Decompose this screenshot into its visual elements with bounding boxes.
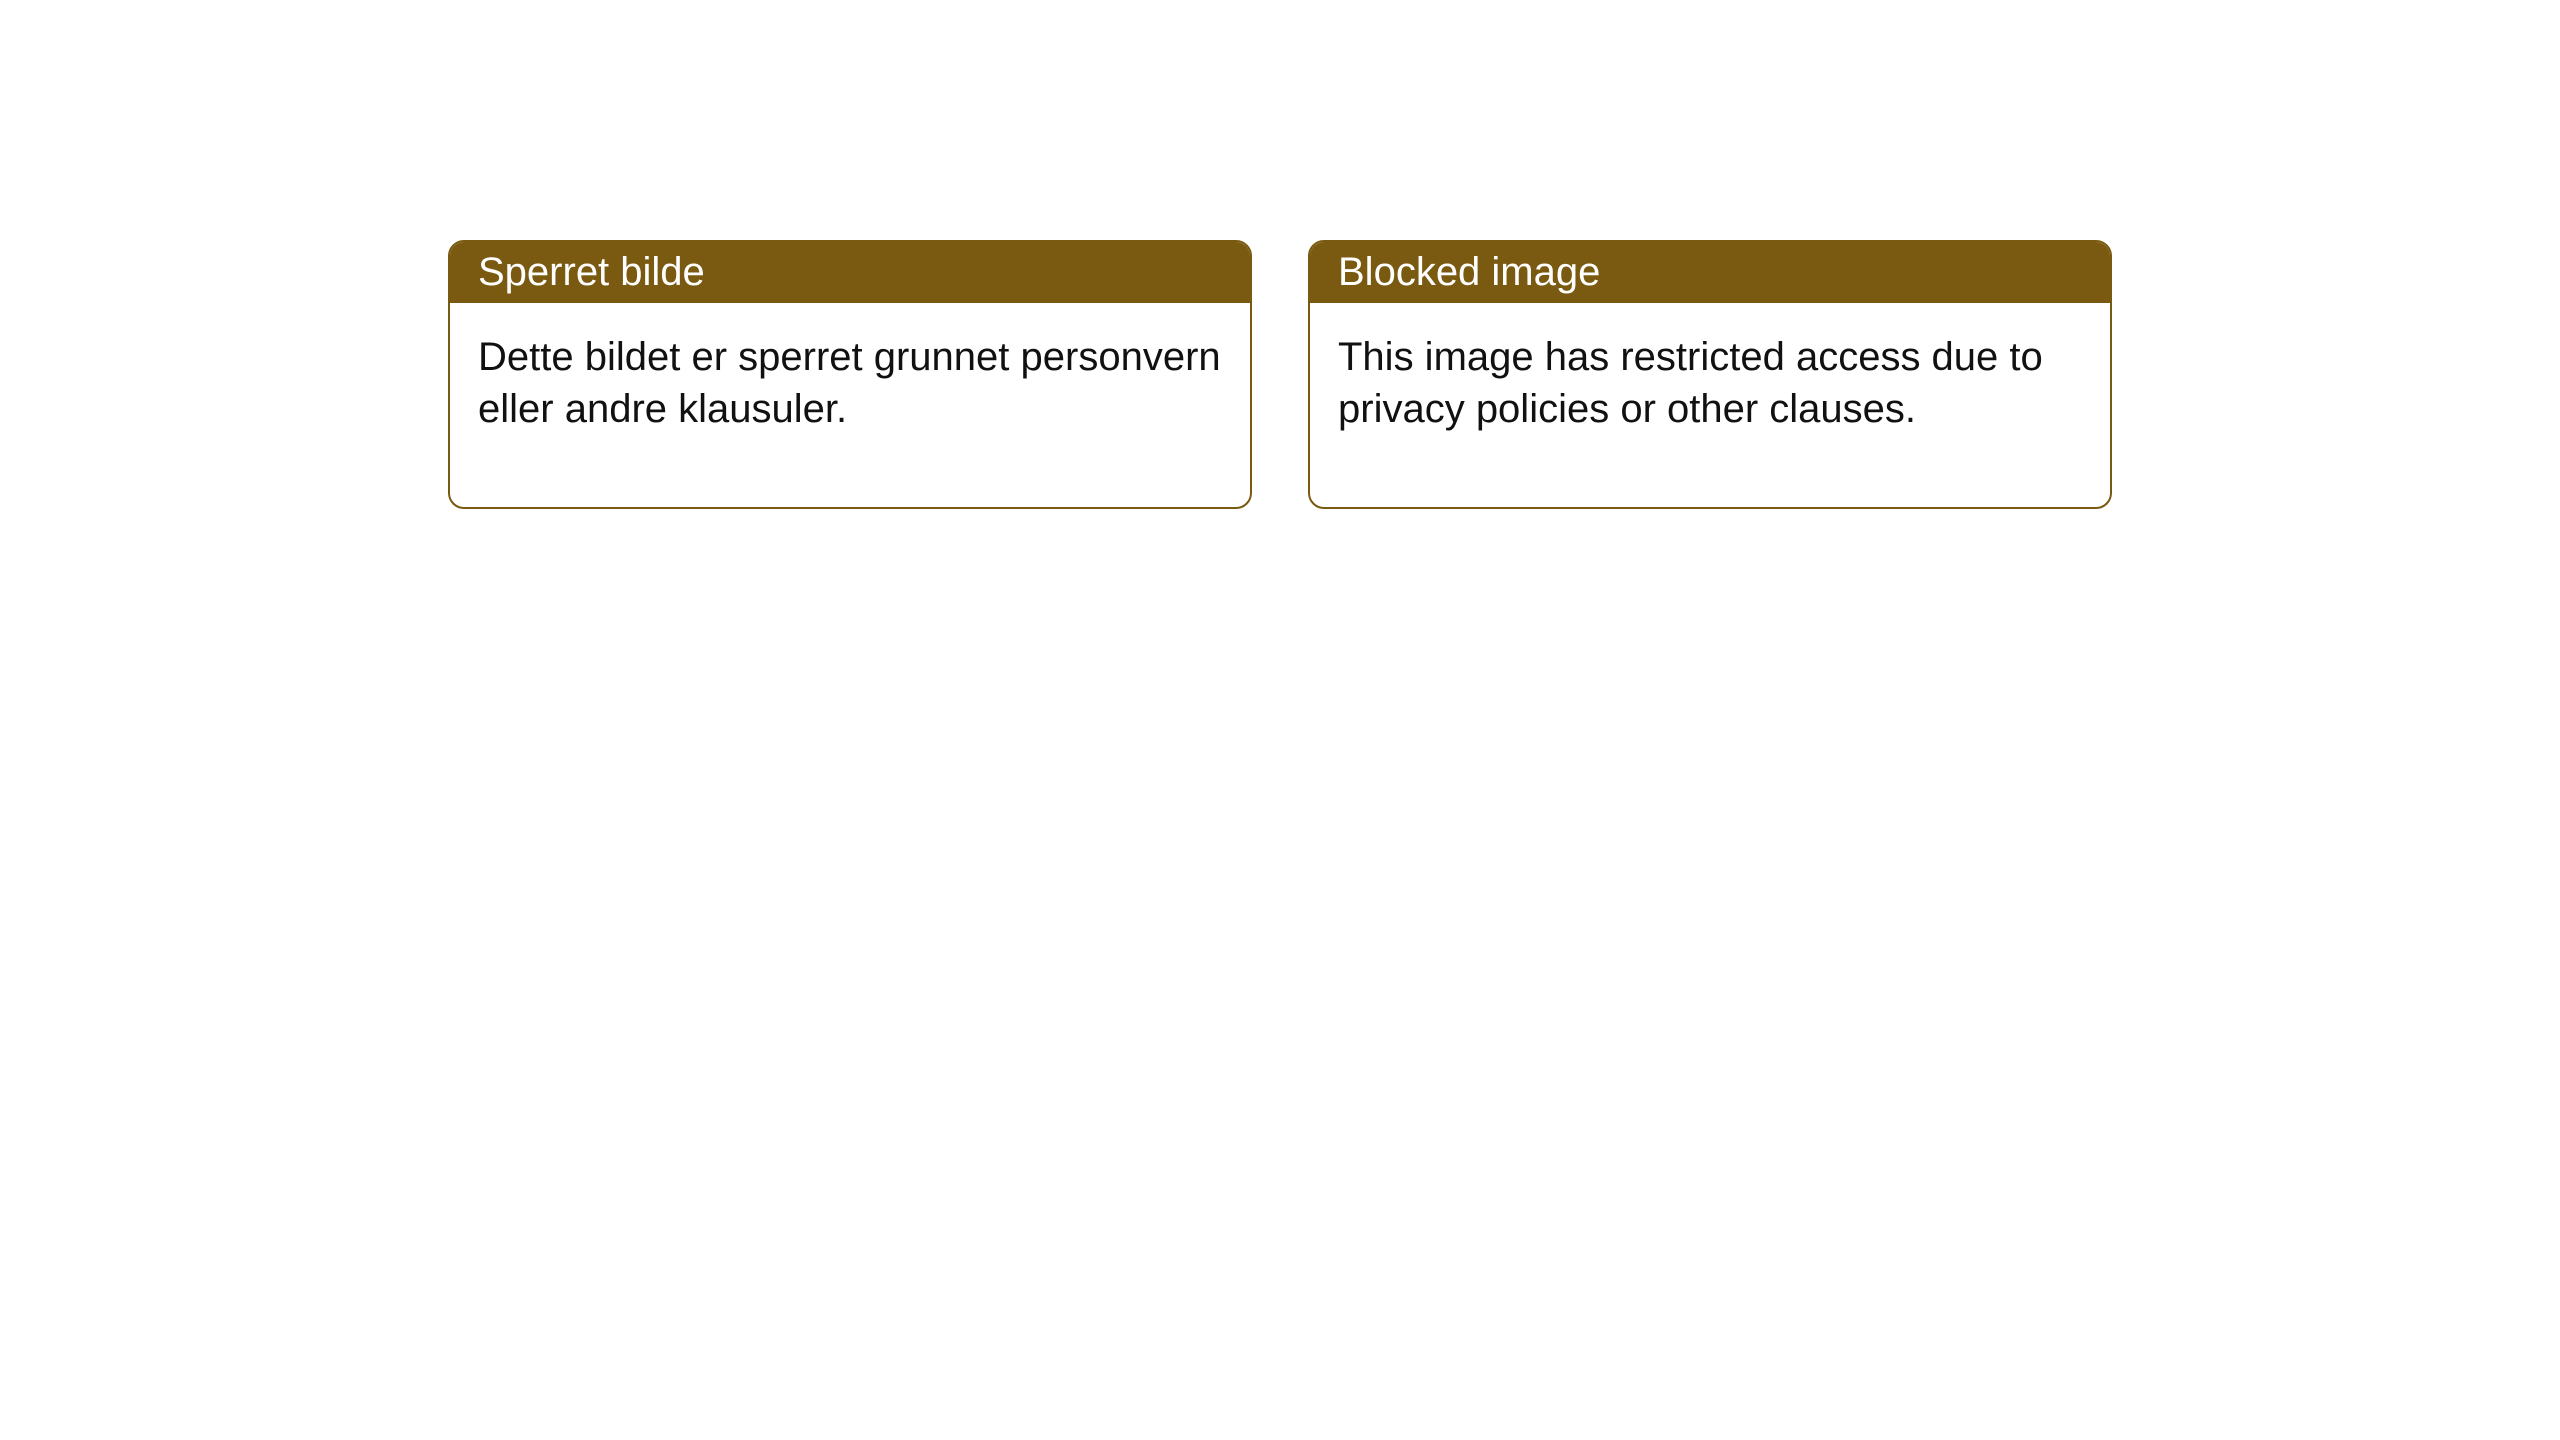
notice-card-en-body: This image has restricted access due to … — [1310, 303, 2110, 507]
notice-card-no-body: Dette bildet er sperret grunnet personve… — [450, 303, 1250, 507]
notice-card-en: Blocked image This image has restricted … — [1308, 240, 2112, 509]
notice-card-no-title: Sperret bilde — [450, 242, 1250, 303]
notice-card-en-title: Blocked image — [1310, 242, 2110, 303]
notice-card-no: Sperret bilde Dette bildet er sperret gr… — [448, 240, 1252, 509]
notice-cards-container: Sperret bilde Dette bildet er sperret gr… — [448, 240, 2112, 509]
